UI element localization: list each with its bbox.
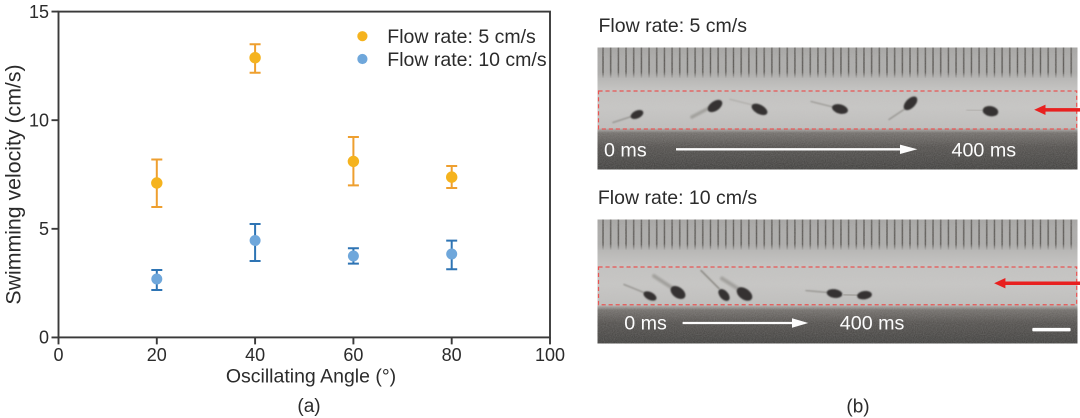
- svg-text:0 ms: 0 ms: [624, 313, 667, 335]
- svg-text:20: 20: [147, 345, 167, 365]
- svg-text:80: 80: [442, 345, 462, 365]
- svg-text:Flow rate: 5 cm/s: Flow rate: 5 cm/s: [387, 26, 536, 48]
- svg-text:Oscillating Angle (°): Oscillating Angle (°): [226, 366, 396, 388]
- svg-text:5: 5: [39, 219, 49, 239]
- svg-text:Flow rate: 5 cm/s: Flow rate: 5 cm/s: [599, 15, 748, 37]
- svg-text:400 ms: 400 ms: [840, 313, 905, 335]
- svg-text:40: 40: [245, 345, 265, 365]
- svg-text:(a): (a): [297, 396, 320, 417]
- svg-text:0 ms: 0 ms: [604, 140, 647, 162]
- svg-text:400 ms: 400 ms: [952, 139, 1017, 161]
- svg-text:Swimming velocity (cm/s): Swimming velocity (cm/s): [2, 64, 26, 304]
- svg-text:Flow rate: 10 cm/s: Flow rate: 10 cm/s: [387, 49, 547, 71]
- svg-text:0: 0: [39, 328, 49, 348]
- svg-text:60: 60: [343, 345, 363, 365]
- svg-text:0: 0: [53, 345, 63, 365]
- svg-text:10: 10: [29, 111, 49, 131]
- svg-text:(b): (b): [846, 397, 869, 418]
- svg-text:100: 100: [535, 345, 565, 365]
- svg-text:15: 15: [29, 2, 49, 22]
- svg-text:Flow rate: 10 cm/s: Flow rate: 10 cm/s: [598, 187, 758, 209]
